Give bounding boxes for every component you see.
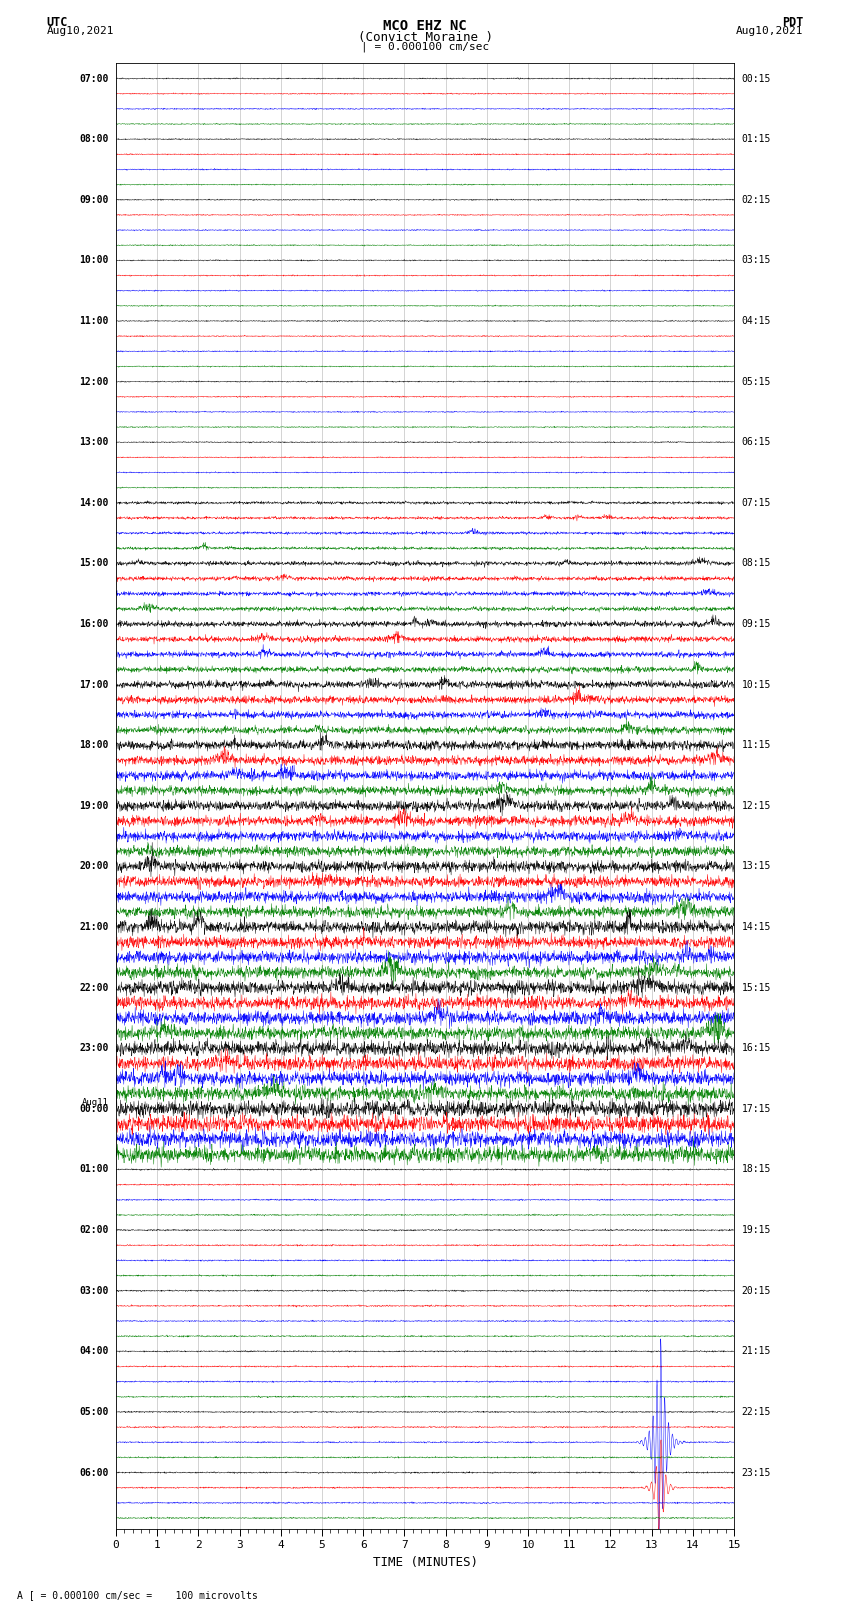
Text: 10:00: 10:00 [79,255,109,266]
Text: 13:15: 13:15 [741,861,771,871]
Text: A [ = 0.000100 cm/sec =    100 microvolts: A [ = 0.000100 cm/sec = 100 microvolts [17,1590,258,1600]
Text: 06:00: 06:00 [79,1468,109,1478]
Text: 10:15: 10:15 [741,679,771,690]
Text: UTC: UTC [47,16,68,29]
Text: 17:00: 17:00 [79,679,109,690]
Text: 06:15: 06:15 [741,437,771,447]
Text: 09:00: 09:00 [79,195,109,205]
Text: 21:15: 21:15 [741,1347,771,1357]
Text: 14:00: 14:00 [79,498,109,508]
Text: 15:00: 15:00 [79,558,109,568]
Text: Aug10,2021: Aug10,2021 [47,26,114,35]
Text: 19:00: 19:00 [79,800,109,811]
Text: 00:15: 00:15 [741,74,771,84]
Text: 23:00: 23:00 [79,1044,109,1053]
Text: 18:00: 18:00 [79,740,109,750]
Text: 20:00: 20:00 [79,861,109,871]
Text: MCO EHZ NC: MCO EHZ NC [383,19,467,34]
Text: 12:15: 12:15 [741,800,771,811]
Text: 09:15: 09:15 [741,619,771,629]
Text: 11:15: 11:15 [741,740,771,750]
Text: 18:15: 18:15 [741,1165,771,1174]
Text: 17:15: 17:15 [741,1103,771,1115]
Text: 11:00: 11:00 [79,316,109,326]
Text: 04:15: 04:15 [741,316,771,326]
Text: 13:00: 13:00 [79,437,109,447]
Text: 19:15: 19:15 [741,1226,771,1236]
Text: Aug10,2021: Aug10,2021 [736,26,803,35]
Text: 08:00: 08:00 [79,134,109,144]
Text: 21:00: 21:00 [79,923,109,932]
Text: 00:00: 00:00 [79,1103,109,1115]
X-axis label: TIME (MINUTES): TIME (MINUTES) [372,1557,478,1569]
Text: PDT: PDT [782,16,803,29]
Text: 03:15: 03:15 [741,255,771,266]
Text: 02:00: 02:00 [79,1226,109,1236]
Text: Aug11: Aug11 [82,1097,109,1107]
Text: 14:15: 14:15 [741,923,771,932]
Text: 04:00: 04:00 [79,1347,109,1357]
Text: 07:00: 07:00 [79,74,109,84]
Text: 12:00: 12:00 [79,376,109,387]
Text: 05:00: 05:00 [79,1407,109,1416]
Text: 01:00: 01:00 [79,1165,109,1174]
Text: 16:15: 16:15 [741,1044,771,1053]
Text: 23:15: 23:15 [741,1468,771,1478]
Text: 03:00: 03:00 [79,1286,109,1295]
Text: | = 0.000100 cm/sec: | = 0.000100 cm/sec [361,42,489,53]
Text: (Convict Moraine ): (Convict Moraine ) [358,31,492,44]
Text: 22:00: 22:00 [79,982,109,992]
Text: 08:15: 08:15 [741,558,771,568]
Text: 15:15: 15:15 [741,982,771,992]
Text: 05:15: 05:15 [741,376,771,387]
Text: 01:15: 01:15 [741,134,771,144]
Text: 16:00: 16:00 [79,619,109,629]
Text: 02:15: 02:15 [741,195,771,205]
Text: 22:15: 22:15 [741,1407,771,1416]
Text: 07:15: 07:15 [741,498,771,508]
Text: 20:15: 20:15 [741,1286,771,1295]
